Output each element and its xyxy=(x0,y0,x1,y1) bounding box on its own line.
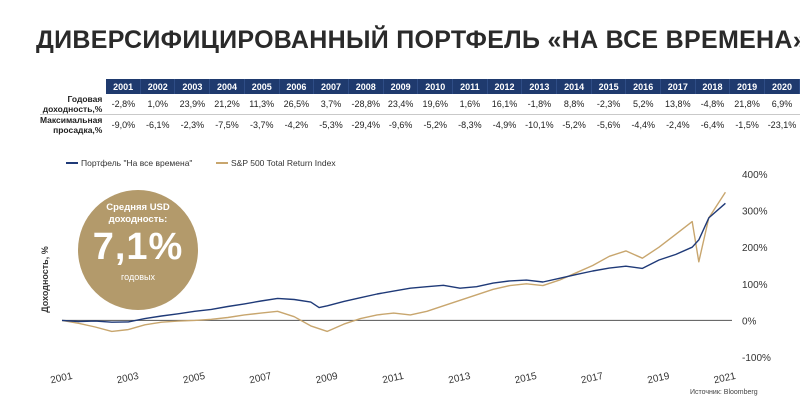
row-label: Годовая доходность,% xyxy=(40,94,107,115)
x-tick-label: 2021 xyxy=(713,371,737,386)
table-cell: 21,2% xyxy=(209,94,245,115)
table-cell: 11,3% xyxy=(244,94,280,115)
x-tick-label: 2017 xyxy=(580,371,604,386)
table-cell: -1,8% xyxy=(521,94,557,115)
table-cell: -5,3% xyxy=(319,120,343,130)
table-cell: 19,6% xyxy=(417,94,453,115)
max-drawdown-row: Максимальная просадка,% -9,0% -6,1% -2,3% -7… xyxy=(40,115,800,136)
table-cell: 1,0% xyxy=(140,94,175,115)
year-header: 2007 xyxy=(313,79,349,94)
page-title: ДИВЕРСИФИЦИРОВАННЫЙ ПОРТФЕЛЬ «НА ВСЕ ВРЕ… xyxy=(36,26,800,54)
table-cell: -2,8% xyxy=(106,94,141,115)
table-cell: -23,1% xyxy=(767,120,797,130)
source-note: Источник: Bloomberg xyxy=(690,389,758,396)
annual-return-row: Годовая доходность,% -2,8% 1,0% 23,9% 21,2% 1… xyxy=(40,94,800,115)
returns-chart: 400% 300% 200% 100% 0% -100% Доходность, % 2001… xyxy=(40,158,771,386)
year-header: 2003 xyxy=(174,79,211,94)
row-label: Максимальная просадка,% xyxy=(40,115,103,135)
table-cell: 1,6% xyxy=(452,94,488,115)
year-header: 2012 xyxy=(487,79,523,94)
table-cell: -5,2% xyxy=(423,120,448,130)
table-cell: -1,5% xyxy=(735,120,759,130)
table-cell: -9,0% xyxy=(111,120,136,130)
year-header: 2004 xyxy=(209,79,245,94)
table-cell: 23,9% xyxy=(174,94,210,115)
year-header: 2018 xyxy=(695,79,731,94)
table-corner xyxy=(40,79,107,94)
table-cell: 8,8% xyxy=(556,94,592,115)
table-cell: -29,4% xyxy=(351,120,381,130)
year-header: 2013 xyxy=(521,79,558,94)
table-cell: -4,8% xyxy=(695,94,730,115)
year-header-row: 2001 2002 2003 2004 2005 2006 2007 2008 2009 2010… xyxy=(40,79,800,94)
table-cell: -4,4% xyxy=(631,120,655,130)
y-tick-label: 400% xyxy=(742,170,768,181)
y-tick-label: 200% xyxy=(742,243,768,254)
table-cell: 5,2% xyxy=(625,94,661,115)
x-tick-label: 2005 xyxy=(182,371,206,386)
callout-value: 7,1% xyxy=(92,226,184,268)
table-cell: 6,9% xyxy=(764,94,800,115)
table-cell: -4,9% xyxy=(492,120,517,130)
performance-table: 2001 2002 2003 2004 2005 2006 2007 2008 2009 2010… xyxy=(40,79,800,135)
table-cell: 26,5% xyxy=(279,94,314,115)
table-cell: -7,5% xyxy=(215,120,239,130)
y-axis-label: Доходность, % xyxy=(40,246,50,312)
legend-label-portfolio: Портфель "На все времена" xyxy=(81,158,192,168)
year-header: 2006 xyxy=(279,79,315,94)
year-header: 2011 xyxy=(452,79,488,94)
year-header: 2016 xyxy=(625,79,661,94)
x-tick-label: 2009 xyxy=(315,371,339,386)
table-cell: 13,8% xyxy=(660,94,696,115)
callout-line2: доходность: xyxy=(108,214,168,225)
year-header: 2002 xyxy=(140,79,176,94)
legend-label-sp500: S&P 500 Total Return Index xyxy=(231,158,336,168)
table-cell: -8,3% xyxy=(458,120,482,130)
sp500-series-line xyxy=(61,191,726,333)
y-tick-label: 300% xyxy=(742,207,768,218)
table-cell: -2,3% xyxy=(180,120,205,130)
table-cell: -9,6% xyxy=(388,120,413,130)
x-tick-label: 2001 xyxy=(49,371,73,386)
table-cell: 21,8% xyxy=(729,94,765,115)
year-header: 2001 xyxy=(106,79,141,94)
y-tick-label: -100% xyxy=(742,353,771,364)
table-cell: -3,7% xyxy=(249,120,274,130)
table-cell: -6,4% xyxy=(700,120,725,130)
x-tick-label: 2019 xyxy=(646,371,670,386)
x-tick-label: 2007 xyxy=(248,371,272,386)
x-tick-label: 2003 xyxy=(116,371,140,386)
year-header: 2017 xyxy=(660,79,696,94)
year-header: 2014 xyxy=(556,79,592,94)
y-tick-label: 100% xyxy=(742,280,768,291)
table-cell: 16,1% xyxy=(487,94,522,115)
x-tick-label: 2011 xyxy=(381,371,405,386)
table-cell: -4,2% xyxy=(284,120,309,130)
year-header: 2019 xyxy=(729,79,765,94)
table-cell: 3,7% xyxy=(313,94,349,115)
table-cell: -6,1% xyxy=(145,120,170,130)
average-return-callout: Средняя USD доходность: 7,1% годовых xyxy=(78,190,198,310)
year-header: 2020 xyxy=(764,79,800,94)
table-cell: -2,3% xyxy=(591,94,626,115)
portfolio-series-line xyxy=(61,202,726,323)
x-tick-label: 2015 xyxy=(514,371,538,386)
x-tick-label: 2013 xyxy=(447,371,471,386)
table-cell: 23,4% xyxy=(383,94,418,115)
year-header: 2009 xyxy=(383,79,419,94)
year-header: 2010 xyxy=(417,79,454,94)
table-cell: -5,2% xyxy=(562,120,586,130)
year-header: 2005 xyxy=(244,79,280,94)
table-cell: -10,1% xyxy=(525,120,554,130)
y-tick-label: 0% xyxy=(742,316,757,327)
table-cell: -2,4% xyxy=(666,120,690,130)
year-header: 2015 xyxy=(591,79,627,94)
table-cell: -5,6% xyxy=(596,120,621,130)
callout-suffix: годовых xyxy=(121,272,155,282)
year-header: 2008 xyxy=(348,79,384,94)
table-cell: -28,8% xyxy=(348,94,384,115)
callout-line1: Средняя USD xyxy=(106,202,170,213)
